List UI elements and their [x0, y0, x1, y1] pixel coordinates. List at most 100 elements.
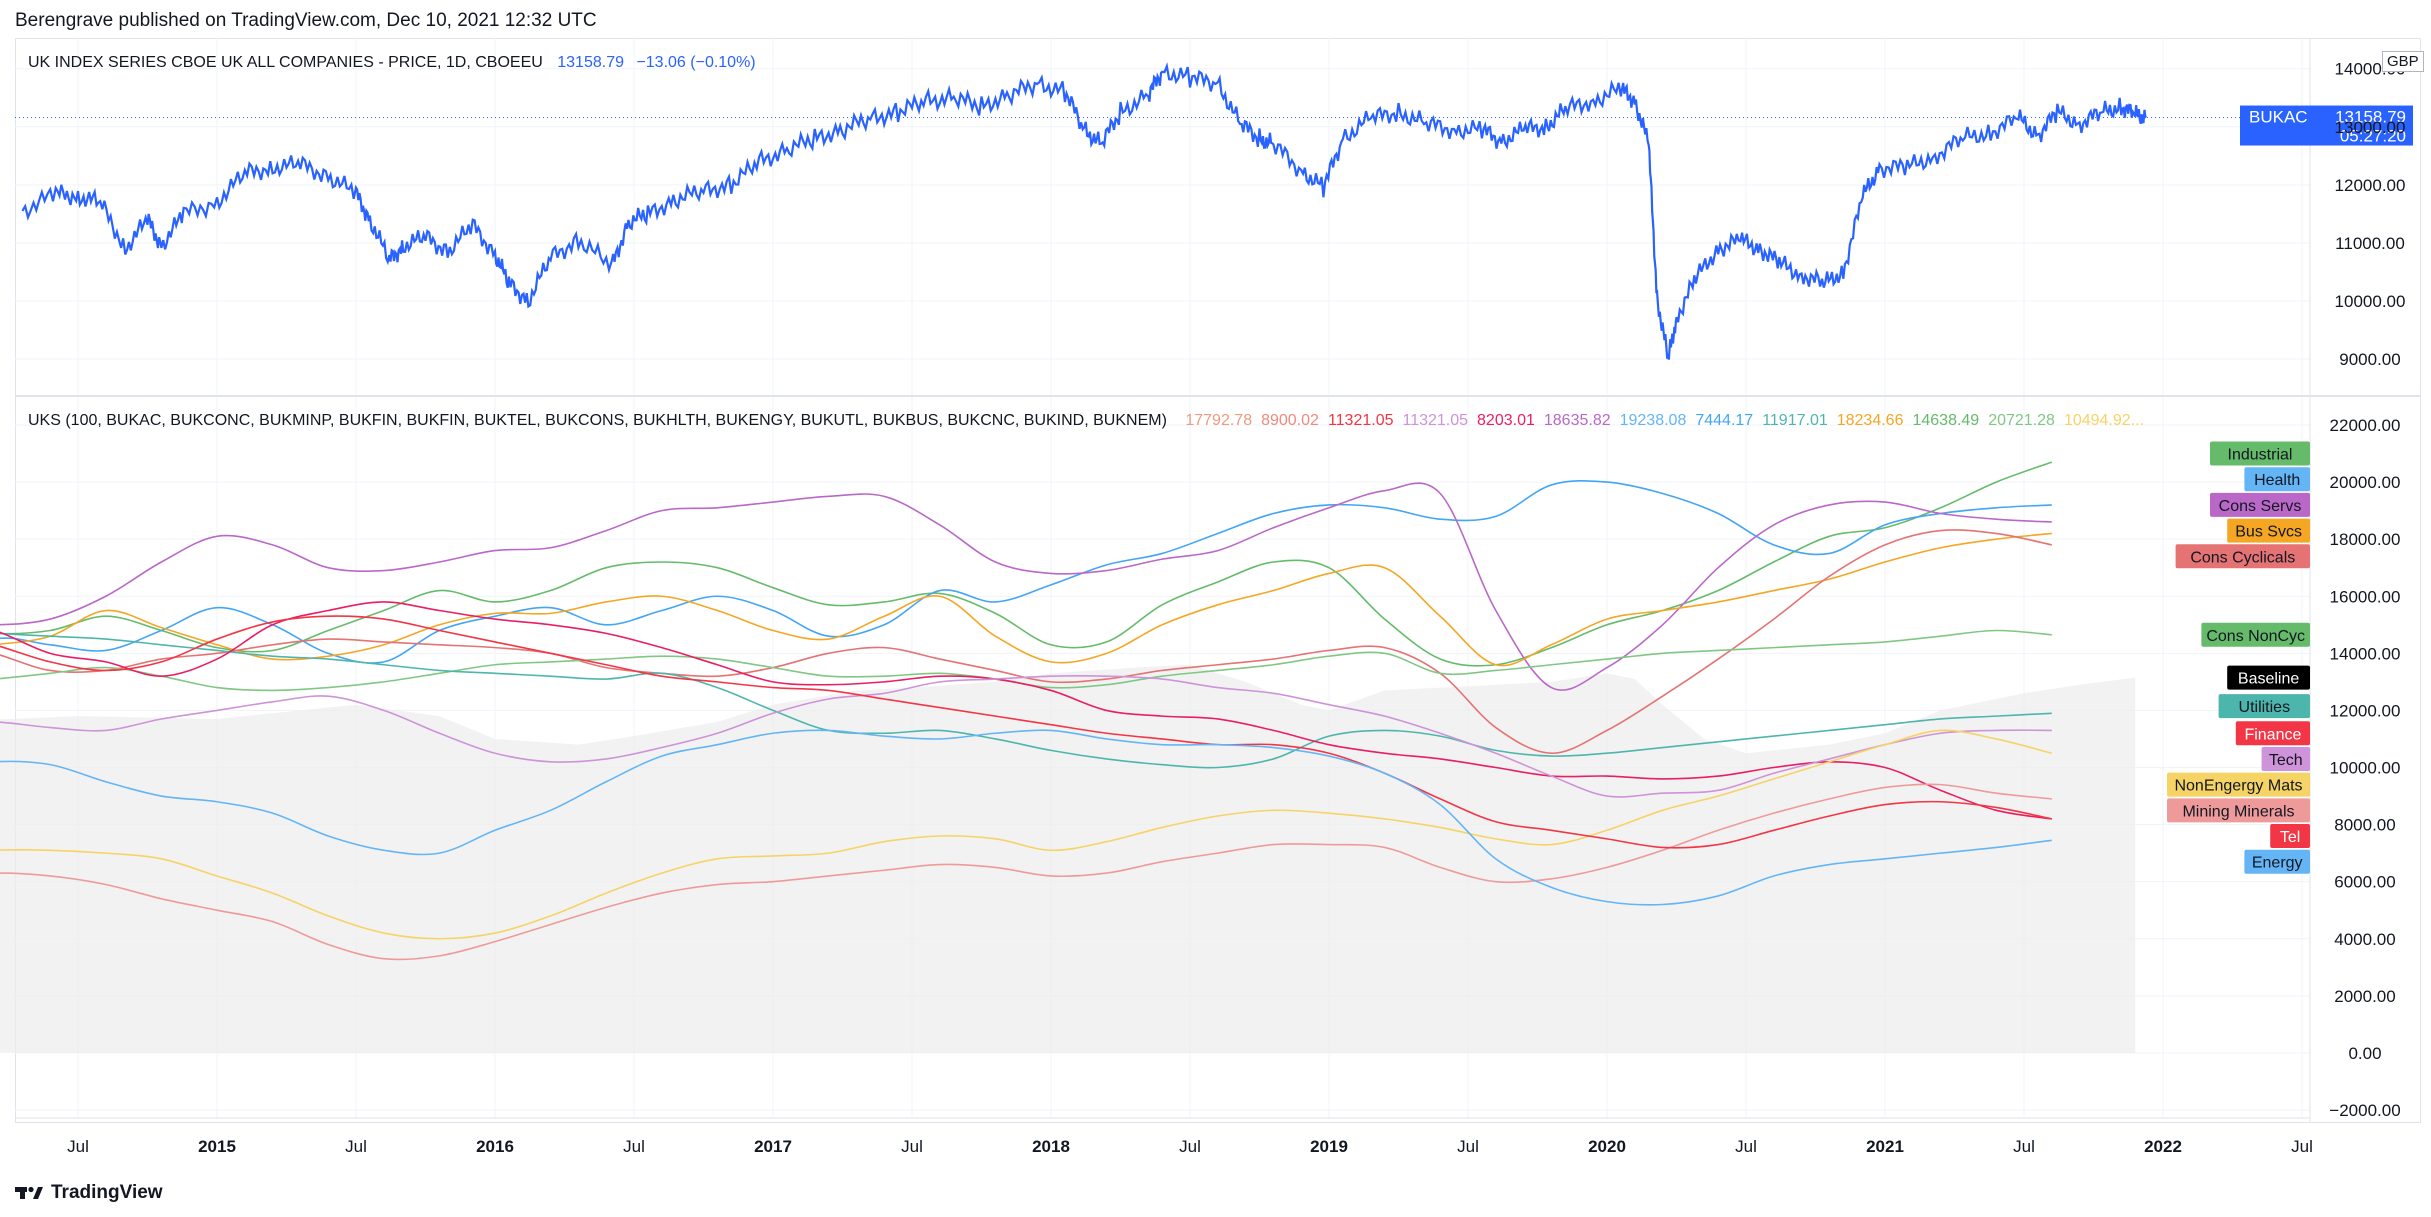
x-tick-label: 2015 — [198, 1137, 236, 1156]
series-tag-label: Mining Minerals — [2182, 803, 2294, 820]
x-tick-label: 2019 — [1310, 1137, 1348, 1156]
series-tag-label: Industrial — [2228, 447, 2293, 464]
x-tick-label: Jul — [1457, 1137, 1479, 1156]
y-tick-label: 12000.00 — [2335, 176, 2406, 195]
series-tag-bg — [2201, 622, 2310, 647]
chart-frame — [15, 38, 2421, 1123]
x-tick-label: Jul — [2013, 1137, 2035, 1156]
x-tick-label: Jul — [901, 1137, 923, 1156]
symbol-label: BUKAC — [2249, 108, 2308, 127]
series-line-tech — [0, 675, 2052, 798]
series-line-energy — [0, 729, 2052, 906]
series-tag-bg — [2210, 492, 2310, 517]
series-tag-label: Tech — [2269, 752, 2303, 769]
series-line-tel — [0, 615, 2052, 849]
series-tag-label: Cons Cyclicals — [2190, 549, 2295, 566]
y-tick-label: 18000.00 — [2330, 530, 2401, 549]
indicator-legend-value: 11321.05 — [1402, 412, 1469, 429]
indicator-title: UKS (100, BUKAC, BUKCONC, BUKMINP, BUKFI… — [28, 412, 1167, 429]
series-tag: Energy — [2244, 849, 2310, 874]
x-tick-label: Jul — [67, 1137, 89, 1156]
x-tick-label: 2022 — [2144, 1137, 2182, 1156]
series-tag-bg — [2167, 798, 2310, 823]
series-tag: Health — [2244, 467, 2310, 492]
series-tag-label: Health — [2254, 472, 2300, 489]
series-tag-bg — [2235, 721, 2310, 746]
indicator-legend-value: 18234.66 — [1836, 412, 1904, 429]
x-tick-label: 2016 — [476, 1137, 514, 1156]
footer-brand[interactable]: TradingView — [15, 1182, 163, 1204]
x-tick-label: 2021 — [1866, 1137, 1904, 1156]
countdown-label: 05:27:20 — [2340, 127, 2406, 146]
series-line-health — [0, 480, 2052, 664]
x-tick-label: Jul — [623, 1137, 645, 1156]
series-tag: Cons NonCyc — [2201, 622, 2310, 647]
y-tick-label: 4000.00 — [2334, 930, 2395, 949]
series-tag-bg — [2218, 694, 2310, 719]
footer-brand-label: TradingView — [51, 1182, 163, 1203]
indicator-legend-value: 10494.92... — [2063, 412, 2145, 429]
series-line-nonengergy-mats — [0, 729, 2052, 940]
x-tick-label: 2018 — [1032, 1137, 1070, 1156]
series-tag-bg — [2210, 441, 2310, 466]
series-tag-label: Baseline — [2238, 671, 2299, 688]
tradingview-logo-icon — [15, 1186, 43, 1199]
series-tag: Industrial — [2210, 441, 2310, 466]
series-tag-label: Bus Svcs — [2235, 524, 2302, 541]
series-tag-bg — [2227, 518, 2310, 543]
indicator-legend-value: 8900.02 — [1261, 412, 1319, 429]
last-price-badge-bg — [2240, 105, 2413, 146]
series-tag: Tel — [2270, 824, 2310, 848]
series-tag: Baseline — [2227, 665, 2310, 690]
indicator-legend-value: 8203.01 — [1477, 412, 1535, 429]
x-tick-label: Jul — [345, 1137, 367, 1156]
indicator-legend-value: 7444.17 — [1695, 412, 1754, 429]
main-last: 13158.79 — [557, 54, 624, 71]
y-tick-label: 22000.00 — [2330, 416, 2401, 435]
series-tag: NonEngergy Mats — [2167, 772, 2310, 797]
series-tag-label: Tel — [2280, 829, 2300, 846]
series-tag-bg — [2270, 824, 2310, 848]
currency-badge[interactable]: GBP — [2382, 51, 2424, 72]
series-tag: Mining Minerals — [2167, 798, 2310, 823]
price-line — [21, 62, 2147, 360]
series-tag: Tech — [2261, 746, 2310, 771]
series-tag-label: NonEngergy Mats — [2174, 778, 2302, 795]
y-tick-label: 10000.00 — [2330, 759, 2401, 778]
y-tick-label: 16000.00 — [2330, 587, 2401, 606]
series-tag-label: Energy — [2252, 855, 2303, 872]
publish-info: Berengrave published on TradingView.com,… — [15, 10, 597, 31]
series-line-industrial — [0, 461, 2053, 667]
indicator-legend-value: 11917.01 — [1762, 412, 1828, 429]
series-tag: Cons Servs — [2210, 492, 2310, 517]
series-tag-label: Cons Servs — [2219, 498, 2302, 515]
y-tick-label: 20000.00 — [2330, 473, 2401, 492]
x-tick-label: Jul — [2291, 1137, 2313, 1156]
series-tag-bg — [2167, 772, 2310, 797]
x-tick-label: Jul — [1179, 1137, 1201, 1156]
x-tick-label: 2017 — [754, 1137, 792, 1156]
series-tag-label: Utilities — [2239, 699, 2291, 716]
x-tick-label: Jul — [1735, 1137, 1757, 1156]
series-tag-label: Cons NonCyc — [2206, 628, 2305, 645]
main-legend: UK INDEX SERIES CBOE UK ALL COMPANIES - … — [28, 54, 756, 72]
x-tick-label: 2020 — [1588, 1137, 1626, 1156]
y-tick-label: 8000.00 — [2334, 816, 2395, 835]
y-tick-label: 11000.00 — [2335, 234, 2405, 253]
indicator-legend-value: 17792.78 — [1185, 412, 1253, 429]
series-line-cons-servs — [0, 482, 2052, 691]
series-tag: Bus Svcs — [2227, 518, 2310, 543]
y-tick-label: 13000.00 — [2335, 118, 2406, 137]
series-tag: Finance — [2235, 721, 2310, 746]
last-price-label: 13158.79 — [2335, 108, 2406, 127]
y-tick-label: 9000.00 — [2339, 350, 2400, 369]
series-tag-bg — [2227, 665, 2310, 690]
series-tag-bg — [2244, 849, 2310, 874]
indicator-legend-value: 14638.49 — [1912, 412, 1980, 429]
y-tick-label: 0.00 — [2348, 1044, 2381, 1063]
y-tick-label: 2000.00 — [2334, 987, 2395, 1006]
indicator-legend-value: 11321.05 — [1327, 412, 1394, 429]
series-tag-label: Finance — [2244, 726, 2301, 743]
